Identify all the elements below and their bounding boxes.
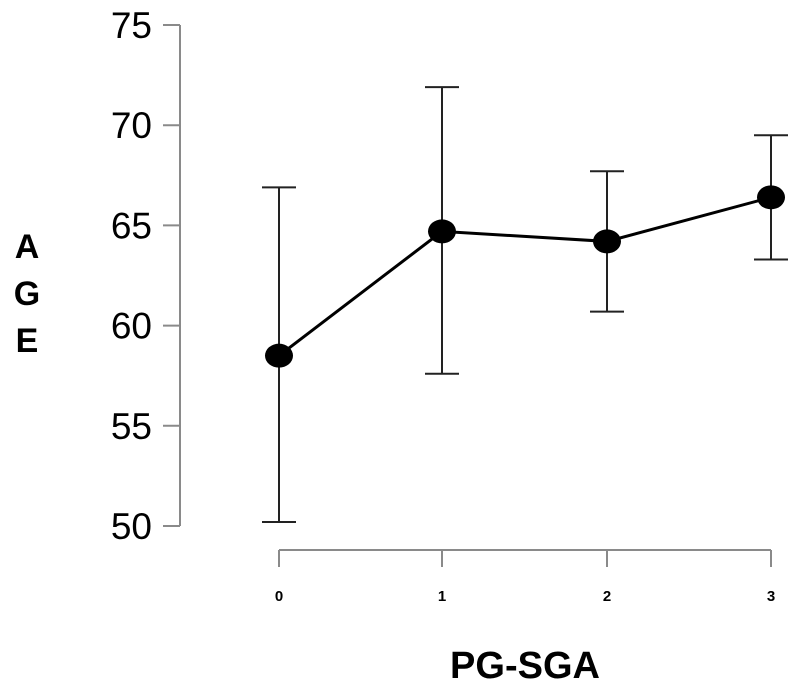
y-axis-title-letter: E bbox=[16, 322, 39, 360]
y-axis-title: AGE bbox=[14, 228, 40, 360]
x-tick-label: 1 bbox=[438, 588, 446, 605]
y-axis-title-letter: A bbox=[15, 228, 40, 266]
y-tick-label: 50 bbox=[111, 506, 152, 547]
data-point bbox=[593, 229, 621, 254]
x-axis-title: PG-SGA bbox=[450, 645, 600, 686]
x-tick-label: 3 bbox=[767, 588, 775, 605]
series-line bbox=[278, 195, 772, 357]
data-point bbox=[757, 185, 785, 210]
data-point bbox=[428, 219, 456, 244]
y-ticks: 50 55 60 65 70 75 bbox=[111, 5, 180, 547]
y-tick-label: 65 bbox=[111, 205, 152, 246]
x-ticks: 0 1 2 3 bbox=[275, 550, 775, 605]
y-tick-label: 75 bbox=[111, 5, 152, 46]
x-tick-label: 0 bbox=[275, 588, 283, 605]
y-tick-label: 55 bbox=[111, 406, 152, 447]
y-axis-title-letter: G bbox=[14, 275, 40, 313]
error-bars bbox=[262, 86, 788, 523]
data-point bbox=[265, 343, 293, 368]
x-tick-label: 2 bbox=[603, 588, 611, 605]
data-points bbox=[265, 185, 785, 368]
y-tick-label: 70 bbox=[111, 105, 152, 146]
y-tick-label: 60 bbox=[111, 306, 152, 347]
